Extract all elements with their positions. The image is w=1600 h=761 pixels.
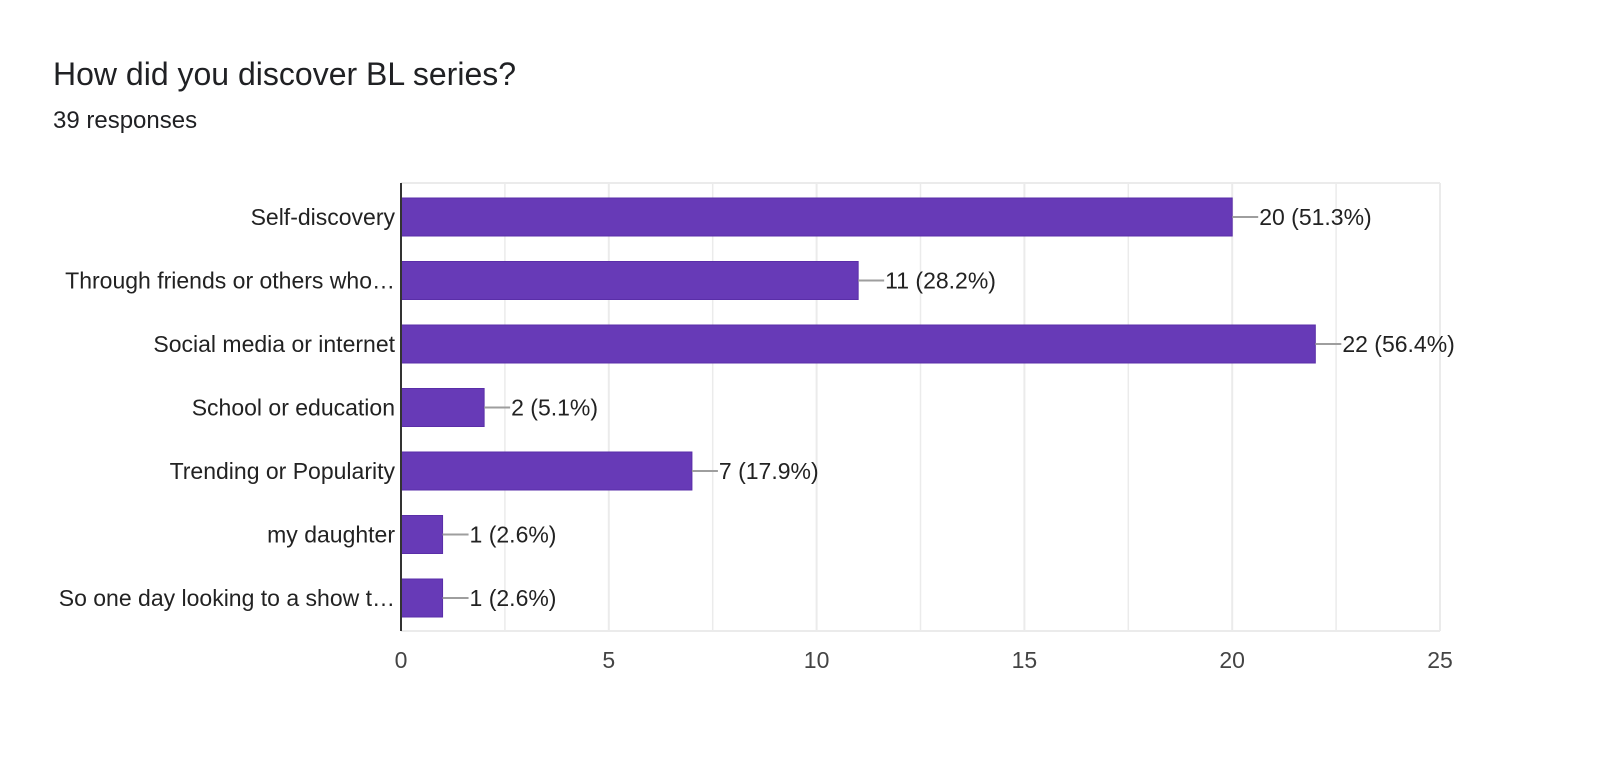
data-label: 20 (51.3%) xyxy=(1259,204,1372,230)
data-label: 7 (17.9%) xyxy=(719,458,819,484)
axis-layer: 0 5 10 15 20 25 xyxy=(395,183,1453,673)
x-tick-label: 5 xyxy=(602,647,615,673)
x-tick-label: 10 xyxy=(804,647,830,673)
category-label: Through friends or others who… xyxy=(65,268,395,294)
label-layer: 20 (51.3%) Self-discovery 11 (28.2%) Throug… xyxy=(59,204,1455,611)
data-label: 22 (56.4%) xyxy=(1342,331,1455,357)
bar[interactable] xyxy=(400,388,485,427)
bar[interactable] xyxy=(400,515,444,554)
response-count: 39 responses xyxy=(53,107,198,134)
bar[interactable] xyxy=(400,197,1233,237)
category-label: So one day looking to a show t… xyxy=(59,585,395,611)
bar[interactable] xyxy=(400,578,444,618)
data-label: 2 (5.1%) xyxy=(511,395,598,421)
grid-layer xyxy=(401,182,1441,632)
category-label: Self-discovery xyxy=(251,204,396,230)
data-label: 1 (2.6%) xyxy=(470,585,557,611)
x-tick-label: 20 xyxy=(1219,647,1245,673)
chart-title: How did you discover BL series? xyxy=(53,56,517,92)
category-label: Social media or internet xyxy=(153,331,395,357)
x-tick-label: 15 xyxy=(1012,647,1038,673)
data-label: 11 (28.2%) xyxy=(885,268,996,294)
data-label: 1 (2.6%) xyxy=(470,522,557,548)
category-label: my daughter xyxy=(267,522,395,548)
bar[interactable] xyxy=(400,261,859,300)
x-tick-label: 25 xyxy=(1427,647,1453,673)
category-label: School or education xyxy=(192,395,395,421)
x-tick-label: 0 xyxy=(395,647,408,673)
bar[interactable] xyxy=(400,451,693,491)
bar[interactable] xyxy=(400,324,1316,364)
bar-layer xyxy=(400,197,1316,618)
category-label: Trending or Popularity xyxy=(170,458,396,484)
